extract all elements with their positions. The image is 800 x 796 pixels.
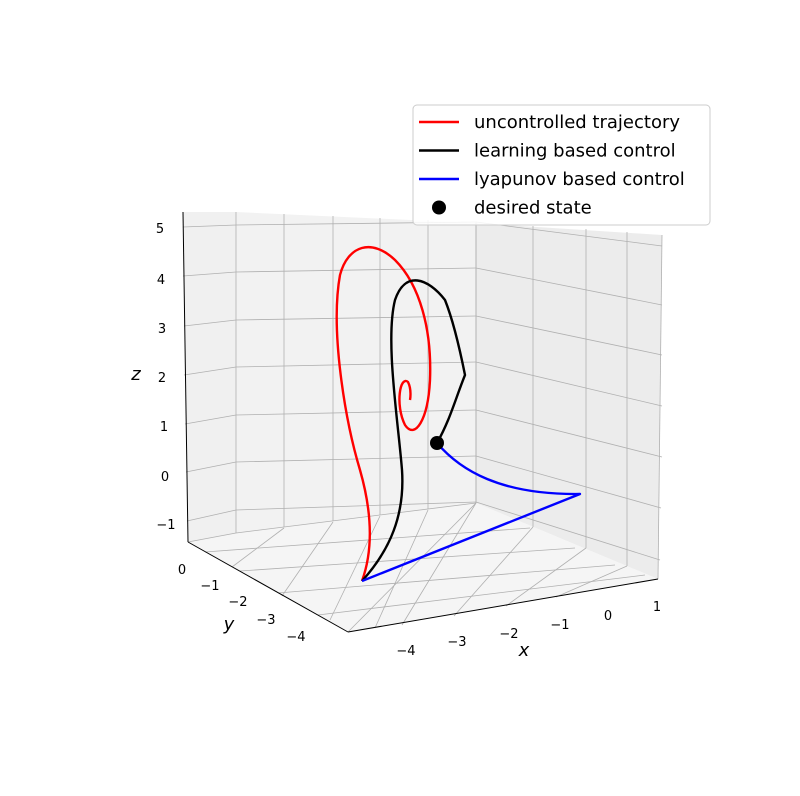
legend-label: desired state: [474, 198, 592, 219]
back-pane: [236, 212, 476, 533]
x-axis-label: x: [518, 640, 530, 661]
legend-label: learning based control: [474, 141, 676, 162]
grid-line-z-left: [183, 366, 237, 376]
grid-line-floor-y: [239, 547, 576, 572]
x-tick-label: 1: [653, 600, 661, 615]
x-tick-label: −2: [499, 627, 518, 642]
legend-box: [412, 104, 711, 226]
grid-line-z-left: [182, 224, 237, 228]
grid-line-right-vertical: [657, 234, 663, 580]
grid-line-z-right: [475, 315, 663, 356]
grid-line-floor-x: [555, 565, 628, 598]
grid-line-z-left: [186, 509, 237, 522]
series-line: [335, 245, 432, 582]
legend-label: lyapunov based control: [474, 169, 685, 190]
left-pane: [183, 212, 236, 542]
axes-lines: [182, 211, 659, 633]
z-tick-label: 0: [161, 470, 169, 485]
grid-line-z-left: [182, 271, 237, 277]
z-tick-label: 4: [157, 273, 165, 288]
axes-labels: x y z: [130, 364, 529, 661]
grid-line-z-right: [475, 409, 663, 458]
grid-line-z-right: [475, 501, 661, 561]
grid-line-z-right: [475, 361, 663, 407]
markers-layer: [430, 436, 444, 450]
grid-line-z-left: [183, 319, 237, 327]
grid-line-floor-x: [453, 526, 534, 617]
legend: uncontrolled trajectory learning based co…: [412, 104, 711, 226]
grid-line-floor: [329, 515, 381, 621]
grid-line-floor-x: [401, 502, 477, 626]
grid-line-z-back: [235, 361, 477, 368]
grid-line-floor: [374, 509, 429, 629]
z-tick-label: 3: [158, 322, 166, 337]
y-tick-label: −1: [200, 579, 219, 594]
y-tick-label: −2: [228, 595, 247, 610]
grid-line-z-back: [235, 315, 477, 321]
y-axis-line: [187, 541, 349, 633]
z-tick-label: 1: [160, 420, 168, 435]
series-line: [361, 279, 467, 582]
z-axis-line: [182, 211, 189, 543]
axes-panes: [183, 212, 662, 632]
grid-line-floor: [231, 527, 285, 568]
y-tick-label: −4: [286, 630, 305, 645]
z-tick-label: 2: [158, 371, 166, 386]
x-tick-label: 0: [604, 609, 612, 624]
desired-state-marker: [430, 436, 444, 450]
legend-marker: [432, 200, 446, 215]
grid-line-z-back: [235, 501, 477, 511]
grid-line-floor-y: [235, 502, 477, 534]
axes-gridlines: [182, 212, 663, 633]
grid-line-z-right: [475, 267, 663, 306]
grid-line-floor-y: [277, 564, 616, 594]
z-tick-label: −1: [156, 518, 175, 533]
x-tick-label: −1: [550, 618, 569, 633]
grid-line-z-right: [475, 221, 663, 247]
y-tick-label: 0: [178, 563, 186, 578]
y-axis-label: y: [223, 614, 235, 635]
legend-label: uncontrolled trajectory: [474, 112, 680, 133]
axes-tick-labels: −4 −3 −2 −1 0 1 0 −1 −2 −3 −4 5 4 3 2 1 0 −1: [156, 222, 661, 659]
floor-pane: [188, 503, 658, 632]
x-tick-label: −3: [447, 635, 466, 650]
x-axis-line: [347, 578, 659, 633]
grid-line-floor-x: [505, 547, 587, 607]
y-tick-label: −3: [256, 613, 275, 628]
grid-line-floor: [347, 502, 477, 633]
z-tick-label: 5: [156, 222, 164, 237]
grid-line-z-back: [235, 267, 477, 273]
grid-line-z-left: [185, 461, 237, 473]
grid-line-z-left: [184, 414, 237, 425]
z-axis-label: z: [130, 364, 141, 385]
grid-line-floor: [187, 532, 237, 543]
series-line: [361, 442, 582, 583]
grid-line-floor-y: [204, 527, 531, 553]
series-layer: [335, 245, 582, 583]
grid-line-z-back: [235, 409, 477, 416]
grid-line-z-right: [475, 455, 662, 509]
x-tick-label: −4: [396, 644, 415, 659]
grid-line-floor: [281, 521, 334, 597]
